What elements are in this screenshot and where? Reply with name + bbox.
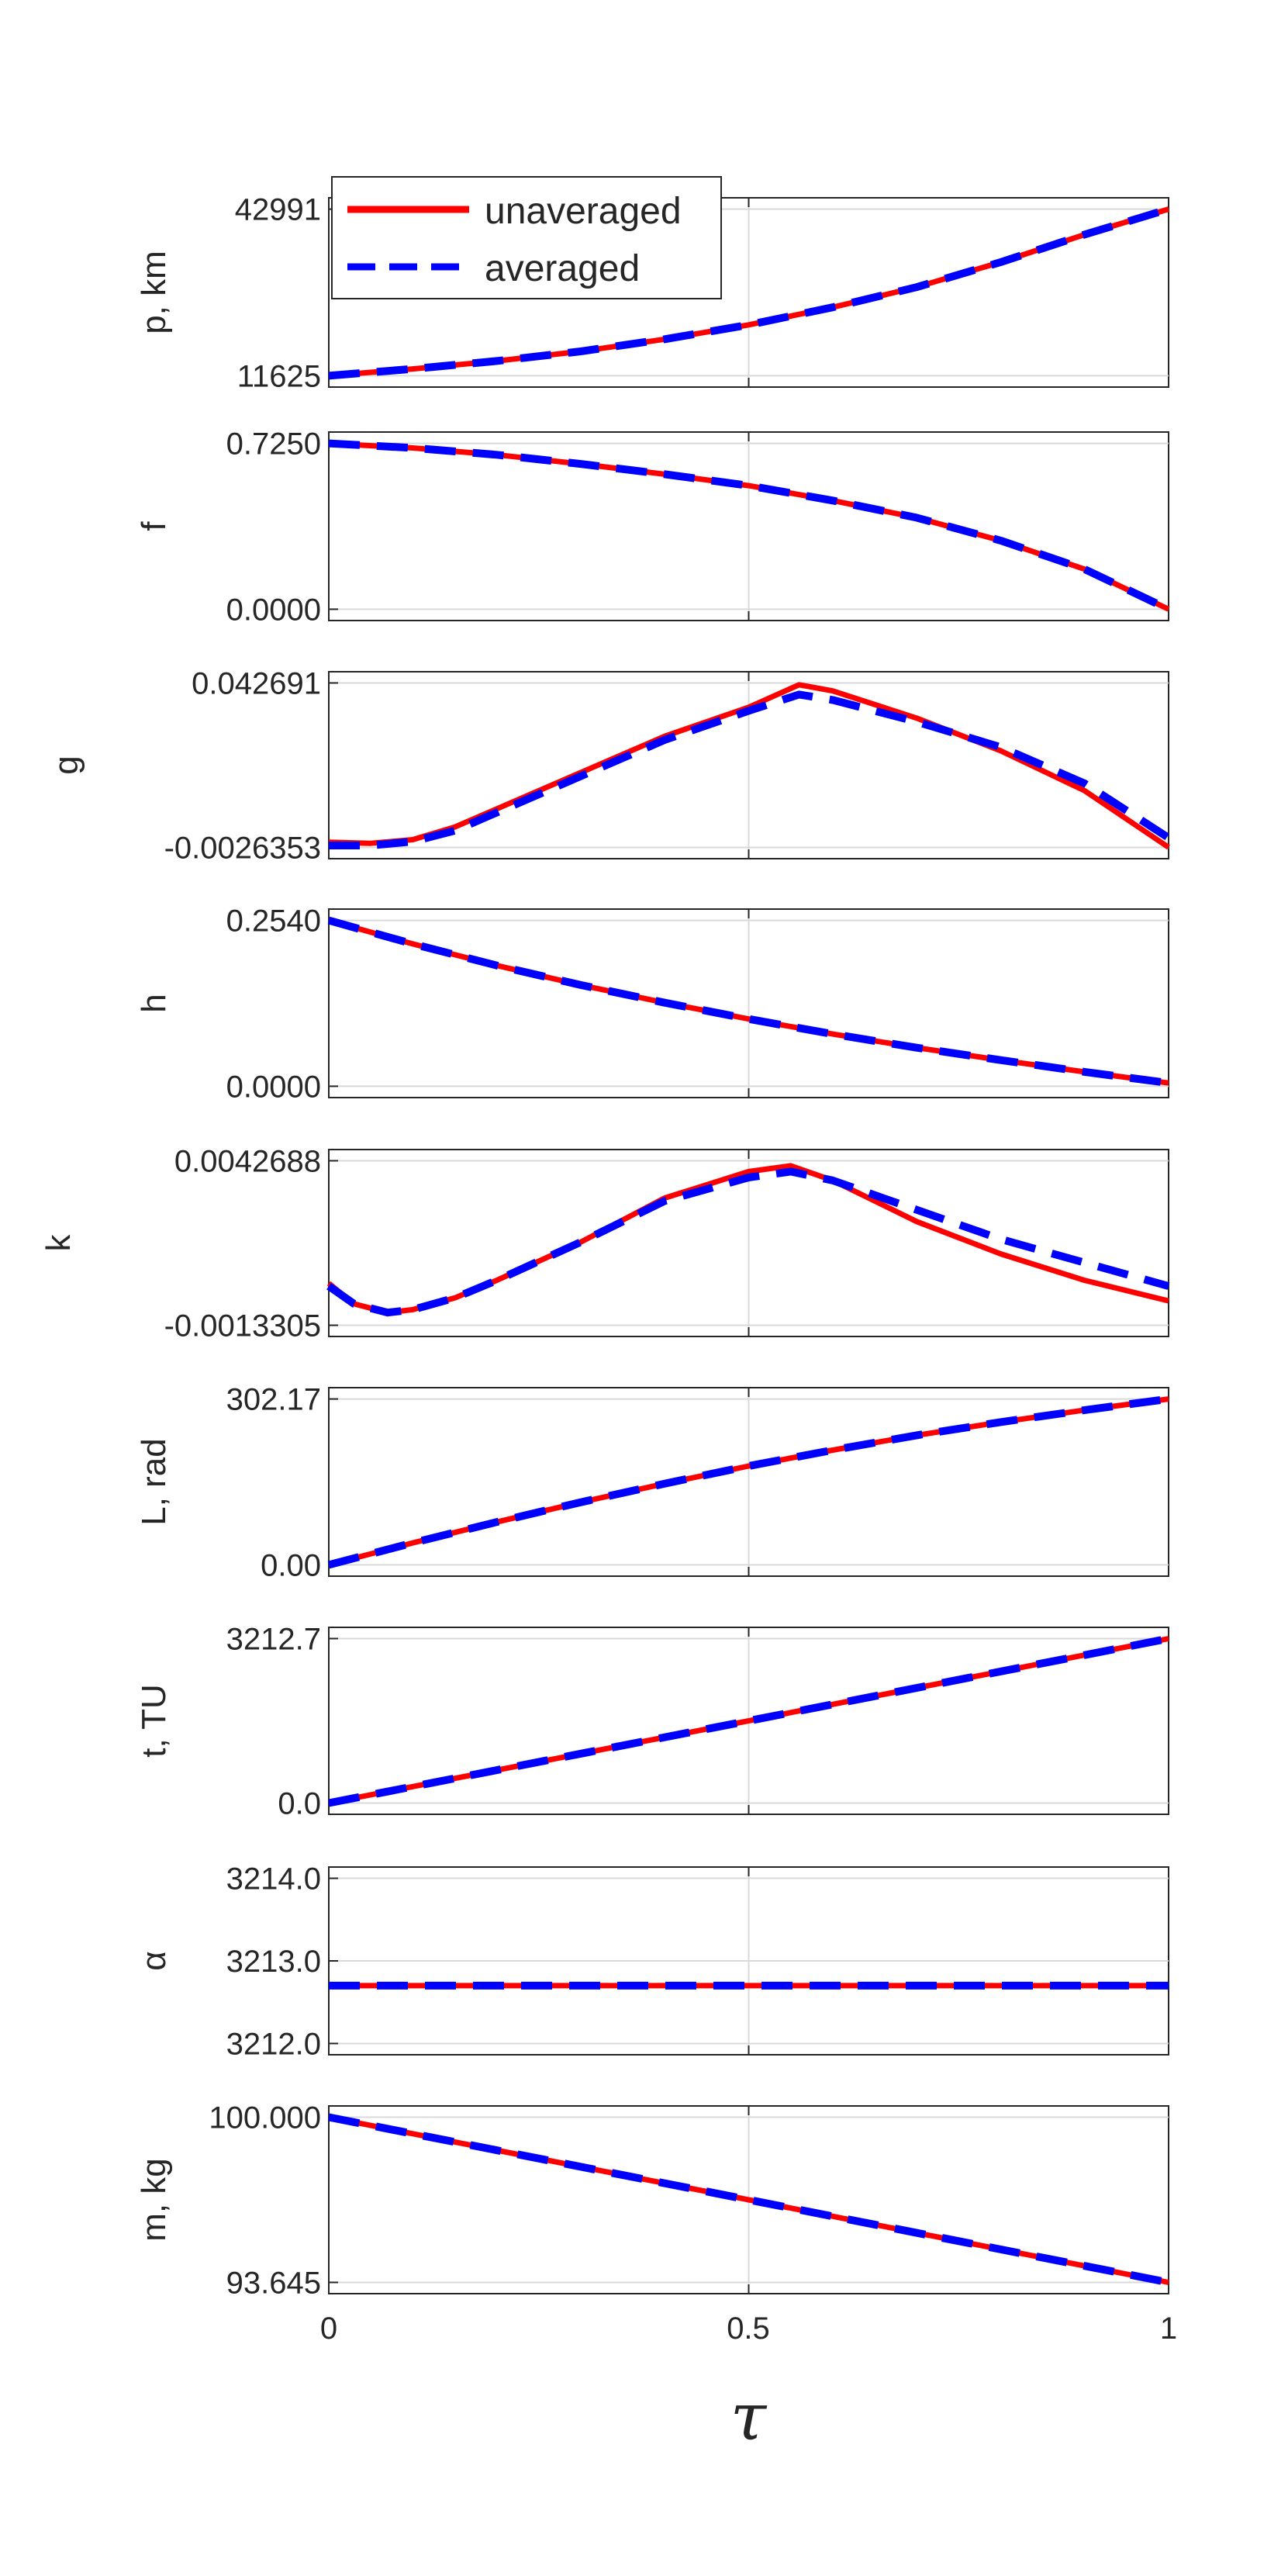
y-tick-label: 3212.0	[226, 2027, 321, 2061]
series-line-averaged	[327, 1395, 1169, 1569]
y-tick-label: 93.645	[226, 2266, 321, 2300]
legend-label-unaveraged: unaveraged	[485, 191, 682, 232]
panel-1: 0.0000 0.7250 f	[135, 427, 1171, 627]
series-line-unaveraged	[328, 2114, 1169, 2285]
x-axis: 0 0.5 1 τ	[320, 2311, 1177, 2455]
panels: 11625 42991 p, km 0.0000 0.7250 f -0.0026353 0.…	[40, 193, 1171, 2300]
x-axis-label: τ	[730, 2379, 768, 2455]
series-line-unaveraged	[328, 441, 1170, 612]
y-tick-label: 3213.0	[226, 1945, 321, 1979]
series-line-unaveraged	[328, 1636, 1169, 1806]
y-axis-label: g	[47, 756, 85, 774]
y-tick-label: -0.0013305	[164, 1309, 321, 1343]
y-tick-label: 0.7250	[226, 427, 321, 462]
x-tick-label: 1	[1160, 2311, 1177, 2346]
y-tick-label: 3212.7	[226, 1622, 321, 1656]
panel-8: 93.645 100.000 m, kg	[135, 2101, 1169, 2300]
y-axis-label: h	[135, 994, 173, 1012]
y-axis-label: L, rad	[135, 1438, 173, 1526]
y-tick-label: 0.0042688	[174, 1144, 321, 1178]
legend-box	[331, 176, 722, 299]
panel-3: 0.0000 0.2540 h	[135, 904, 1169, 1104]
y-axis-label: f	[135, 521, 173, 531]
panel-5: 0.00 302.17 L, rad	[135, 1383, 1169, 1582]
series-line-averaged	[329, 690, 1171, 849]
y-tick-label: -0.0026353	[164, 832, 321, 866]
panel-4: -0.0013305 0.0042688 k	[40, 1144, 1170, 1343]
y-tick-label: 0.0000	[226, 1070, 321, 1104]
y-axis-label: k	[40, 1234, 78, 1252]
y-tick-label: 0.00	[261, 1548, 321, 1582]
series-line-averaged	[326, 1167, 1170, 1317]
y-tick-label: 11625	[237, 359, 321, 393]
y-tick-label: 42991	[235, 193, 321, 227]
y-axis-label: α	[135, 1951, 173, 1970]
y-tick-label: 0.2540	[226, 904, 321, 939]
series-line-unaveraged	[328, 206, 1170, 379]
y-axis-label: p, km	[135, 251, 173, 334]
panel-6: 0.0 3212.7 t, TU	[135, 1622, 1169, 1821]
y-axis-label: m, kg	[135, 2158, 173, 2242]
y-tick-label: 0.042691	[192, 666, 321, 700]
x-tick-label: 0	[320, 2311, 337, 2346]
panel-7: 3212.0 3213.0 3214.0 α	[135, 1862, 1169, 2061]
panel-2: -0.0026353 0.042691 g	[47, 666, 1171, 866]
legend: unaveraged averaged	[331, 176, 722, 299]
y-tick-label: 0.0	[278, 1787, 321, 1821]
y-tick-label: 302.17	[226, 1383, 321, 1417]
y-axis-label: t, TU	[135, 1684, 173, 1758]
y-tick-label: 0.0000	[226, 593, 321, 627]
x-tick-label: 0.5	[727, 2311, 770, 2346]
legend-label-averaged: averaged	[485, 248, 640, 289]
series-line-averaged	[327, 916, 1169, 1087]
y-tick-label: 3214.0	[226, 1862, 321, 1897]
y-tick-label: 100.000	[209, 2101, 321, 2135]
